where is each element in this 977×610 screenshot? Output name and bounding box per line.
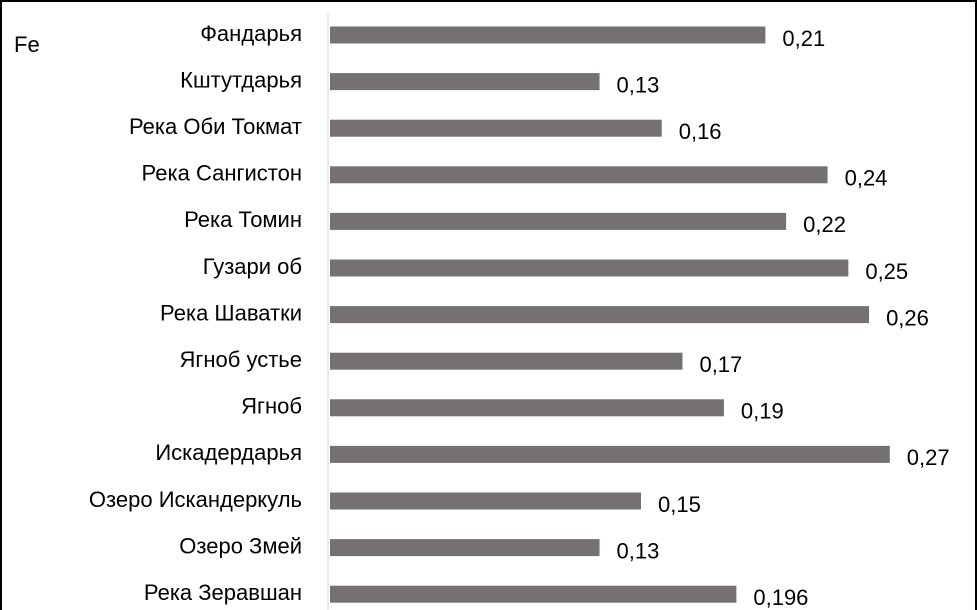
category-label: Река Оби Токмат [129,114,302,139]
value-label: 0,19 [741,399,784,424]
category-label: Кштутдарья [180,67,302,92]
category-label: Гузари об [203,254,302,279]
bar [330,306,870,324]
category-label: Река Зеравшан [144,580,302,605]
bar [330,73,600,91]
value-label: 0,13 [617,72,660,97]
bar [330,399,724,417]
value-label: 0,13 [617,538,660,563]
category-label: Река Сангистон [142,161,302,186]
value-label: 0,27 [907,445,950,470]
value-label: 0,21 [782,26,825,51]
value-label: 0,25 [865,259,908,284]
bar [330,259,849,277]
annotation: Fe [14,32,40,57]
category-label: Река Томин [184,207,302,232]
value-label: 0,22 [803,212,846,237]
bar [330,352,683,370]
category-label: Ягноб [241,394,302,419]
category-label: Фандарья [200,21,302,46]
bar [330,119,662,137]
value-label: 0,24 [845,166,888,191]
bar [330,166,828,184]
bar [330,492,641,510]
bar [330,212,787,230]
bar [330,445,890,463]
value-label: 0,15 [658,492,701,517]
bar [330,26,766,44]
value-label: 0,26 [886,305,929,330]
category-label: Ягноб устье [179,347,302,372]
value-label: 0,16 [679,119,722,144]
bar [330,539,600,557]
category-label: Искадердарья [155,440,302,465]
bar [330,585,737,603]
category-label: Озеро Змей [179,533,302,558]
value-label: 0,196 [753,585,808,610]
value-label: 0,17 [699,352,742,377]
category-label: Озеро Искандеркуль [89,487,302,512]
category-label: Река Шаватки [160,300,302,325]
